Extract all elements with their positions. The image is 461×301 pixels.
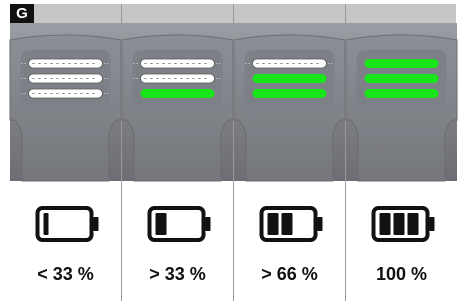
battery-nub (94, 217, 99, 231)
battery-bar (44, 213, 49, 235)
battery-nub (206, 217, 211, 231)
battery-bar (282, 213, 293, 235)
battery-bar (380, 213, 391, 235)
battery-bar (394, 213, 405, 235)
led-green (141, 89, 215, 98)
panel-label: > 66 % (261, 264, 318, 284)
panel-label: < 33 % (37, 264, 94, 284)
battery-bar (408, 213, 419, 235)
led-green (253, 89, 327, 98)
battery-nub (430, 217, 435, 231)
led-green (365, 74, 439, 83)
battery-nub (318, 217, 323, 231)
battery-bar (268, 213, 279, 235)
figure: G < 33 % > 33 % > 66 % 100 % (0, 0, 461, 301)
led-green (365, 89, 439, 98)
battery-bar (156, 213, 167, 235)
page: G < 33 %> 33 %> 66 %100 % (() => { const… (0, 0, 461, 301)
badge: G (16, 5, 28, 22)
panel-label: 100 % (376, 264, 427, 284)
led-green (253, 74, 327, 83)
panel-label: > 33 % (149, 264, 206, 284)
led-green (365, 59, 439, 68)
